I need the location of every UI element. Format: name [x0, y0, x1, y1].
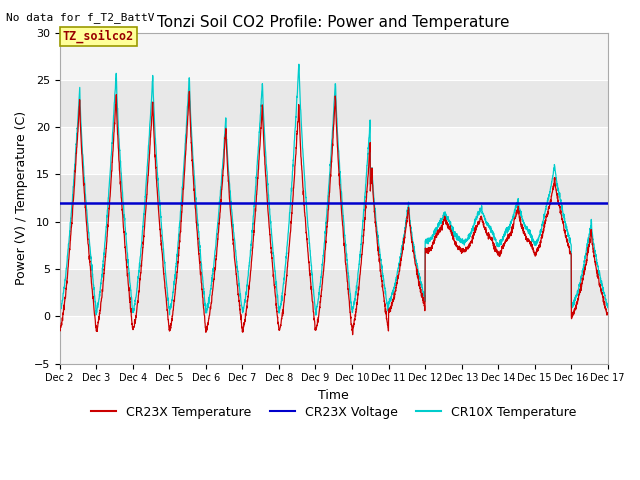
Bar	[60, 127, 608, 175]
Bar	[60, 33, 608, 80]
Bar	[60, 80, 608, 127]
X-axis label: Time: Time	[318, 389, 349, 402]
Bar	[60, 269, 608, 316]
Bar	[60, 222, 608, 269]
Bar	[60, 175, 608, 222]
Bar	[60, 316, 608, 364]
Y-axis label: Power (V) / Temperature (C): Power (V) / Temperature (C)	[15, 111, 28, 285]
Title: Tonzi Soil CO2 Profile: Power and Temperature: Tonzi Soil CO2 Profile: Power and Temper…	[157, 15, 510, 30]
Legend: CR23X Temperature, CR23X Voltage, CR10X Temperature: CR23X Temperature, CR23X Voltage, CR10X …	[86, 401, 582, 424]
Text: No data for f_T2_BattV: No data for f_T2_BattV	[6, 12, 155, 23]
Text: TZ_soilco2: TZ_soilco2	[63, 30, 134, 43]
